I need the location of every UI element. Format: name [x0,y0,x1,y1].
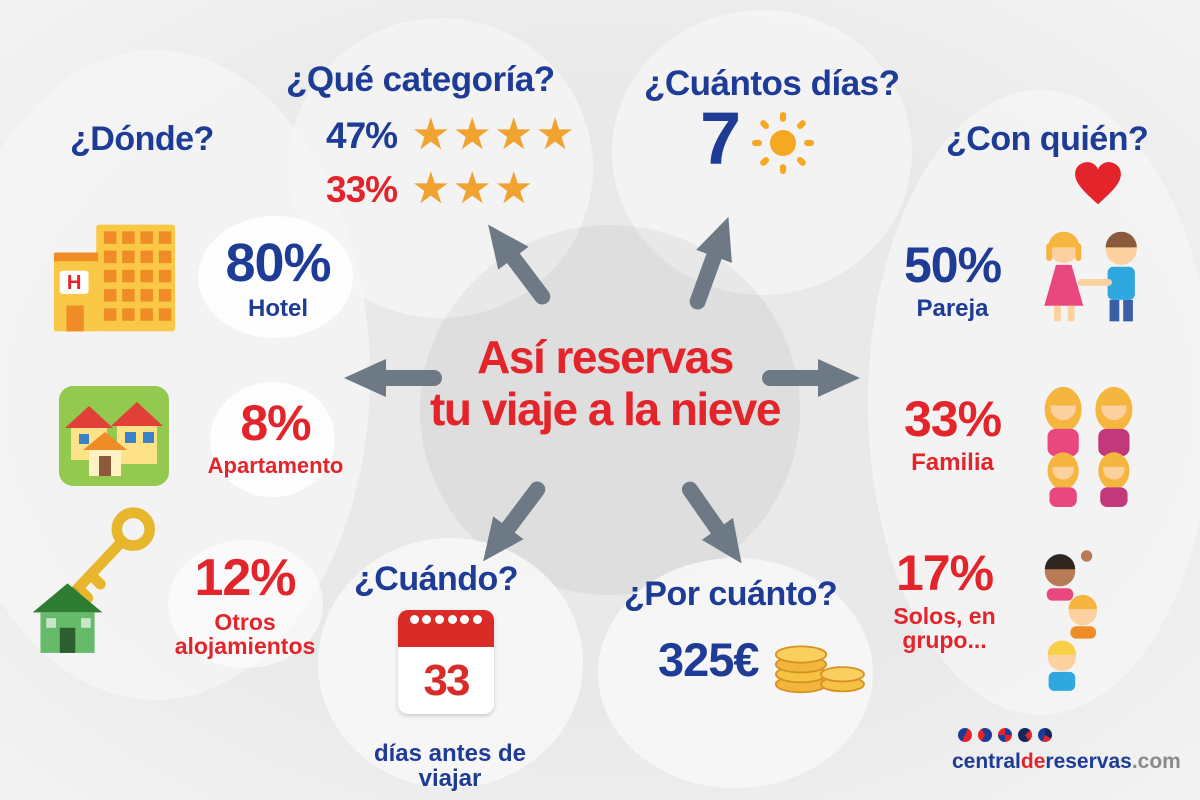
stat-pareja: 50% Pareja [890,240,1015,321]
background-blob [868,90,1200,715]
categoria-3stars-pct: 33% [326,168,398,210]
stat-solos: 17% Solos, en grupo... [872,548,1017,652]
section-cuanto-heading: ¿Por cuánto? [624,575,838,613]
brand-com: .com [1131,750,1181,773]
stat-otros-pct: 12% [194,549,296,607]
group-people-icon [1022,548,1117,701]
background-blob [612,10,912,295]
stat-apartamento-pct: 8% [240,395,311,451]
cuando-value: 33 [423,656,471,705]
svg-text:H: H [67,272,82,294]
section-categoria-heading: ¿Qué categoría? [286,60,555,99]
globe-icon [958,728,972,742]
calendar-header [398,610,494,647]
stat-otros-label: Otros alojamientos [174,609,316,660]
apartment-icon [58,386,170,491]
brand-wordmark: centraldereservas.com [952,750,1181,774]
section-donde-heading: ¿Dónde? [70,120,214,158]
sun-icon [752,112,814,179]
stat-familia-pct: 33% [903,391,1002,447]
dias-value: 7 [700,97,741,180]
categoria-row-3stars: 33% ★★★ [326,164,577,214]
stat-apartamento: 8% Apartamento [198,398,353,477]
stat-hotel-label: Hotel [248,295,308,322]
background-blob [198,216,353,338]
arrow-up-right-icon [676,208,748,316]
main-title-line2: tu viaje a la nieve [430,382,781,435]
section-dias-heading: ¿Cuántos días? [644,64,900,103]
brand-central: central [952,750,1021,773]
coins-icon [772,632,867,700]
cuando-caption: días antes de viajar [373,740,527,793]
globe-icon [978,728,992,742]
hotel-icon: H [52,222,177,339]
stat-familia-label: Familia [911,449,994,476]
stat-pareja-pct: 50% [903,237,1002,293]
background-blob [420,225,800,595]
stat-familia: 33% Familia [890,394,1015,475]
background-blob [168,540,323,668]
globe-icon [1018,728,1032,742]
stat-solos-label: Solos, en grupo... [893,603,996,654]
stat-pareja-label: Pareja [916,295,989,322]
main-title-line1: Así reservas [477,331,734,383]
categoria-row-4stars: 47% ★★★★ [326,110,577,160]
main-title: Así reservas tu viaje a la nieve [375,331,835,435]
arrow-left-icon [342,358,442,398]
family-icon [1028,378,1150,515]
stat-otros: 12% Otros alojamientos [160,552,330,658]
arrow-up-left-icon [471,211,563,315]
heart-icon [1072,160,1124,212]
globe-icon [1038,728,1052,742]
stat-solos-pct: 17% [895,545,994,601]
brand-reservas: reservas [1045,750,1132,773]
brand-globes-icon [958,728,1052,742]
section-quien-heading: ¿Con quién? [946,120,1149,158]
categoria-4stars-pct: 47% [326,114,398,156]
arrow-right-icon [762,358,862,398]
brand-de: de [1020,750,1046,773]
four-stars-icon: ★★★★ [411,109,577,160]
key-house-icon [25,498,170,663]
stat-hotel: 80% Hotel [198,236,358,321]
categoria-rows: 47% ★★★★ 33% ★★★ [326,110,577,214]
stat-apartamento-label: Apartamento [207,453,344,478]
arrow-down-left-icon [466,471,558,575]
globe-icon [998,728,1012,742]
couple-icon [1025,222,1160,339]
background-blob [210,382,335,497]
cuanto-value: 325€ [658,633,760,686]
section-cuando-heading: ¿Cuándo? [354,560,519,598]
calendar-icon: 33 [398,610,494,714]
stat-hotel-pct: 80% [225,233,331,293]
three-stars-icon: ★★★ [411,163,536,214]
arrow-down-right-icon [669,472,759,577]
